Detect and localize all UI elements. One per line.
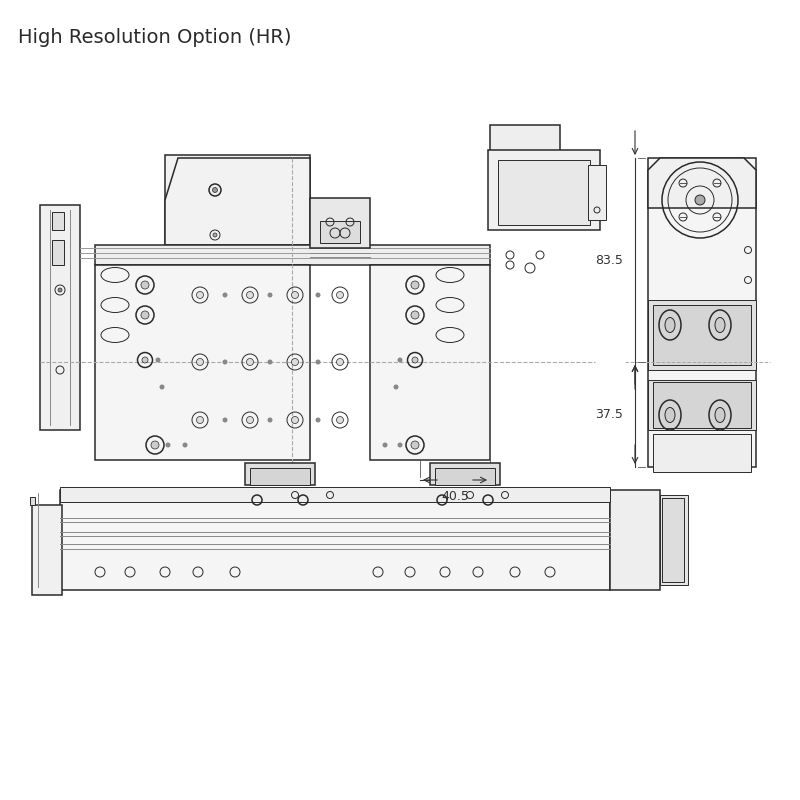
- Circle shape: [246, 417, 254, 423]
- Circle shape: [291, 358, 298, 366]
- Circle shape: [267, 293, 273, 298]
- Circle shape: [222, 293, 227, 298]
- Ellipse shape: [715, 318, 725, 333]
- Circle shape: [411, 441, 419, 449]
- Bar: [653, 434, 751, 472]
- Bar: [32, 505, 62, 595]
- Bar: [52, 240, 64, 265]
- Circle shape: [267, 418, 273, 422]
- Circle shape: [411, 311, 419, 319]
- Bar: [490, 182, 560, 200]
- Polygon shape: [648, 158, 756, 208]
- Bar: [588, 165, 606, 220]
- Circle shape: [58, 288, 62, 292]
- Circle shape: [197, 358, 203, 366]
- Circle shape: [315, 418, 321, 422]
- Bar: [60, 487, 610, 502]
- Bar: [498, 160, 590, 225]
- Bar: [610, 490, 660, 590]
- Circle shape: [197, 417, 203, 423]
- Ellipse shape: [715, 407, 725, 422]
- Bar: [95, 245, 490, 265]
- Circle shape: [291, 291, 298, 298]
- Bar: [52, 212, 64, 230]
- Bar: [648, 158, 756, 467]
- Circle shape: [337, 417, 343, 423]
- Circle shape: [142, 357, 148, 363]
- Circle shape: [141, 281, 149, 289]
- Bar: [662, 498, 684, 582]
- Circle shape: [222, 359, 227, 365]
- Circle shape: [411, 281, 419, 289]
- Bar: [40, 205, 80, 430]
- Bar: [245, 463, 315, 485]
- Circle shape: [412, 357, 418, 363]
- Polygon shape: [165, 158, 310, 245]
- Circle shape: [213, 233, 217, 237]
- Bar: [653, 305, 751, 365]
- Circle shape: [315, 359, 321, 365]
- Bar: [95, 265, 310, 460]
- Bar: [490, 125, 560, 225]
- Circle shape: [141, 311, 149, 319]
- Ellipse shape: [665, 318, 675, 333]
- Circle shape: [382, 442, 387, 447]
- Circle shape: [151, 441, 159, 449]
- Circle shape: [222, 418, 227, 422]
- Circle shape: [246, 291, 254, 298]
- Bar: [250, 468, 310, 485]
- Circle shape: [197, 291, 203, 298]
- Circle shape: [159, 385, 165, 390]
- Bar: [60, 490, 610, 590]
- Circle shape: [267, 359, 273, 365]
- Circle shape: [246, 358, 254, 366]
- Circle shape: [213, 187, 218, 193]
- Circle shape: [337, 291, 343, 298]
- Circle shape: [398, 442, 402, 447]
- Circle shape: [337, 358, 343, 366]
- Circle shape: [398, 358, 402, 362]
- Circle shape: [155, 358, 161, 362]
- Bar: [165, 155, 310, 245]
- Bar: [320, 221, 360, 243]
- Bar: [488, 150, 600, 230]
- Bar: [648, 380, 756, 430]
- Circle shape: [182, 442, 187, 447]
- Text: 83.5: 83.5: [595, 254, 623, 266]
- Circle shape: [695, 195, 705, 205]
- Bar: [370, 265, 490, 460]
- Text: 40.5: 40.5: [441, 490, 469, 503]
- Circle shape: [166, 442, 170, 447]
- Bar: [648, 300, 756, 370]
- Bar: [30, 497, 35, 505]
- Circle shape: [315, 293, 321, 298]
- Bar: [430, 463, 500, 485]
- Ellipse shape: [665, 407, 675, 422]
- Circle shape: [394, 385, 398, 390]
- Bar: [653, 382, 751, 428]
- Bar: [660, 495, 688, 585]
- Text: High Resolution Option (HR): High Resolution Option (HR): [18, 28, 291, 47]
- Text: 37.5: 37.5: [595, 408, 623, 421]
- Bar: [435, 468, 495, 485]
- Circle shape: [291, 417, 298, 423]
- Bar: [310, 198, 370, 248]
